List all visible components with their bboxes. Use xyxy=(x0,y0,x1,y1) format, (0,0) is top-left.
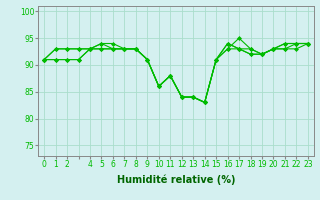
X-axis label: Humidité relative (%): Humidité relative (%) xyxy=(117,175,235,185)
